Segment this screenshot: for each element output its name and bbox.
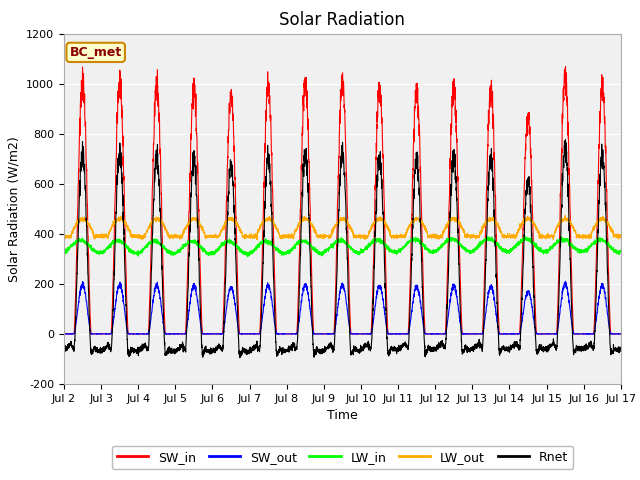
Line: LW_in: LW_in	[64, 236, 621, 257]
SW_in	[60, 331, 68, 337]
SW_out	[562, 278, 570, 284]
Title: Solar Radiation: Solar Radiation	[280, 11, 405, 29]
Line: Rnet: Rnet	[64, 140, 621, 358]
Rnet	[322, 348, 330, 354]
Rnet	[436, 340, 444, 346]
Rnet	[160, 330, 168, 336]
SW_out	[436, 331, 444, 337]
LW_out	[436, 235, 444, 240]
SW_out	[617, 331, 625, 337]
SW_in	[160, 302, 168, 308]
Line: SW_out: SW_out	[64, 281, 621, 334]
Rnet	[236, 355, 244, 360]
SW_in	[436, 331, 444, 337]
Line: SW_in: SW_in	[64, 66, 621, 334]
LW_out	[60, 234, 68, 240]
LW_in	[436, 244, 444, 250]
SW_in	[499, 331, 506, 337]
LW_in	[467, 248, 475, 254]
Rnet	[60, 346, 68, 352]
Rnet	[616, 346, 624, 352]
SW_out	[616, 331, 624, 337]
Y-axis label: Solar Radiation (W/m2): Solar Radiation (W/m2)	[8, 136, 20, 282]
SW_out	[467, 331, 475, 337]
SW_in	[617, 331, 625, 337]
LW_in	[60, 249, 68, 254]
Line: LW_out: LW_out	[64, 216, 621, 240]
LW_out	[499, 234, 507, 240]
Rnet	[467, 347, 475, 352]
LW_out	[467, 233, 475, 239]
LW_out	[138, 237, 146, 243]
LW_out	[160, 224, 168, 230]
SW_out	[160, 325, 168, 331]
LW_in	[322, 250, 330, 255]
LW_out	[616, 233, 624, 239]
Rnet	[499, 345, 507, 350]
LW_in	[521, 233, 529, 239]
LW_out	[617, 233, 625, 239]
X-axis label: Time: Time	[327, 409, 358, 422]
SW_in	[467, 331, 475, 337]
LW_out	[561, 213, 569, 218]
LW_in	[244, 254, 252, 260]
LW_out	[322, 233, 330, 239]
SW_in	[616, 331, 624, 337]
SW_in	[322, 331, 330, 337]
Rnet	[617, 346, 625, 351]
SW_in	[562, 63, 570, 69]
LW_in	[616, 248, 624, 253]
Text: BC_met: BC_met	[70, 46, 122, 59]
LW_in	[499, 248, 507, 253]
Legend: SW_in, SW_out, LW_in, LW_out, Rnet: SW_in, SW_out, LW_in, LW_out, Rnet	[112, 446, 573, 469]
SW_out	[499, 331, 506, 336]
Rnet	[562, 137, 570, 143]
SW_out	[60, 331, 68, 337]
LW_in	[617, 247, 625, 253]
SW_out	[322, 331, 330, 337]
LW_in	[160, 244, 168, 250]
